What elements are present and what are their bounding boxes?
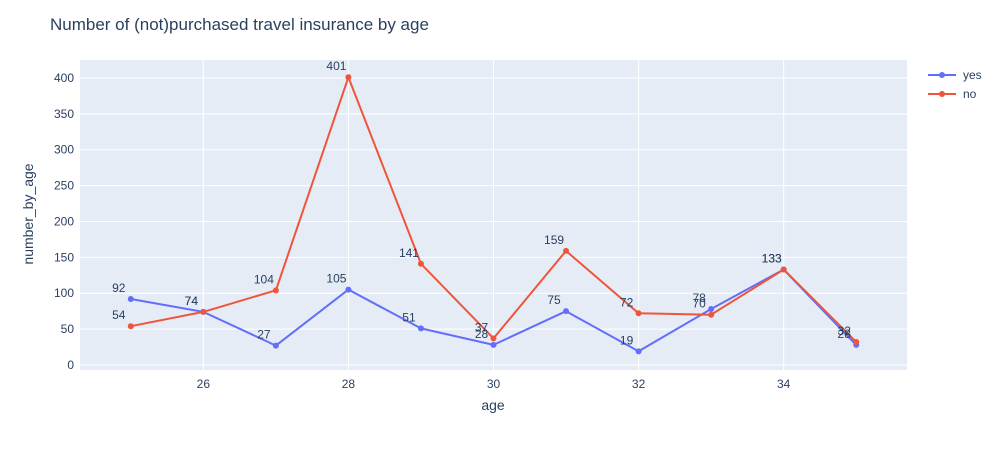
- data-label-no: 70: [692, 297, 706, 311]
- x-tick-label: 30: [487, 377, 501, 391]
- y-tick-label: 100: [54, 286, 74, 300]
- x-tick-label: 34: [777, 377, 791, 391]
- y-tick-label: 0: [67, 358, 74, 372]
- data-label-yes: 19: [620, 333, 634, 347]
- data-label-no: 74: [185, 294, 199, 308]
- y-axis-title: number_by_age: [20, 163, 36, 264]
- data-point-no: [490, 335, 497, 342]
- y-tick-label: 300: [54, 143, 74, 157]
- data-label-yes: 105: [326, 272, 346, 286]
- data-label-yes: 78: [692, 291, 706, 305]
- data-point-no: [200, 308, 207, 315]
- data-point-yes: [272, 342, 279, 349]
- data-label-yes: 75: [547, 293, 561, 307]
- data-point-yes: [563, 308, 570, 315]
- data-point-no: [345, 74, 352, 81]
- y-tick-label: 350: [54, 107, 74, 121]
- y-tick-label: 50: [61, 322, 75, 336]
- data-point-yes: [490, 341, 497, 348]
- data-point-no: [708, 311, 715, 318]
- data-label-no: 133: [762, 252, 782, 266]
- y-tick-label: 250: [54, 179, 74, 193]
- series-points: [127, 74, 860, 355]
- data-label-yes: 92: [112, 281, 126, 295]
- legend-label-no: no: [963, 87, 977, 101]
- data-label-no: 104: [254, 272, 274, 286]
- chart-title: Number of (not)purchased travel insuranc…: [50, 15, 429, 34]
- data-point-yes: [345, 286, 352, 293]
- data-label-no: 159: [544, 233, 564, 247]
- y-tick-labels: 0 50 100 150 200 250 300 350 400: [54, 71, 74, 372]
- grid-lines: [80, 60, 907, 370]
- data-point-yes: [127, 295, 134, 302]
- data-label-no: 401: [326, 59, 346, 73]
- data-label-yes: 74: [185, 294, 199, 308]
- legend-marker-no: [939, 91, 945, 97]
- y-tick-label: 200: [54, 214, 74, 228]
- data-point-no: [417, 260, 424, 267]
- x-axis-title: age: [481, 397, 505, 413]
- data-labels: 9274271055128751978133285474104401141371…: [112, 59, 851, 347]
- data-label-no: 32: [838, 324, 852, 338]
- x-tick-label: 32: [632, 377, 646, 391]
- data-point-no: [635, 310, 642, 317]
- legend-marker-yes: [939, 72, 945, 78]
- data-point-no: [127, 323, 134, 330]
- data-point-no: [563, 247, 570, 254]
- data-label-no: 54: [112, 308, 126, 322]
- y-tick-label: 400: [54, 71, 74, 85]
- data-point-yes: [635, 348, 642, 355]
- data-point-no: [853, 339, 860, 346]
- legend-label-yes: yes: [963, 68, 982, 82]
- data-label-no: 141: [399, 246, 419, 260]
- legend: yes no: [928, 68, 982, 101]
- data-label-yes: 133: [762, 252, 782, 266]
- data-label-no: 37: [475, 320, 489, 334]
- data-label-yes: 28: [838, 327, 852, 341]
- data-point-no: [272, 287, 279, 294]
- data-point-no: [780, 266, 787, 273]
- x-tick-label: 28: [342, 377, 356, 391]
- data-point-yes: [708, 306, 715, 313]
- data-label-yes: 28: [475, 327, 489, 341]
- x-tick-labels: 26 28 30 32 34: [197, 377, 791, 391]
- data-label-yes: 51: [402, 310, 416, 324]
- data-point-yes: [417, 325, 424, 332]
- x-tick-label: 26: [197, 377, 211, 391]
- data-label-no: 72: [620, 295, 634, 309]
- y-tick-label: 150: [54, 250, 74, 264]
- data-label-yes: 27: [257, 328, 271, 342]
